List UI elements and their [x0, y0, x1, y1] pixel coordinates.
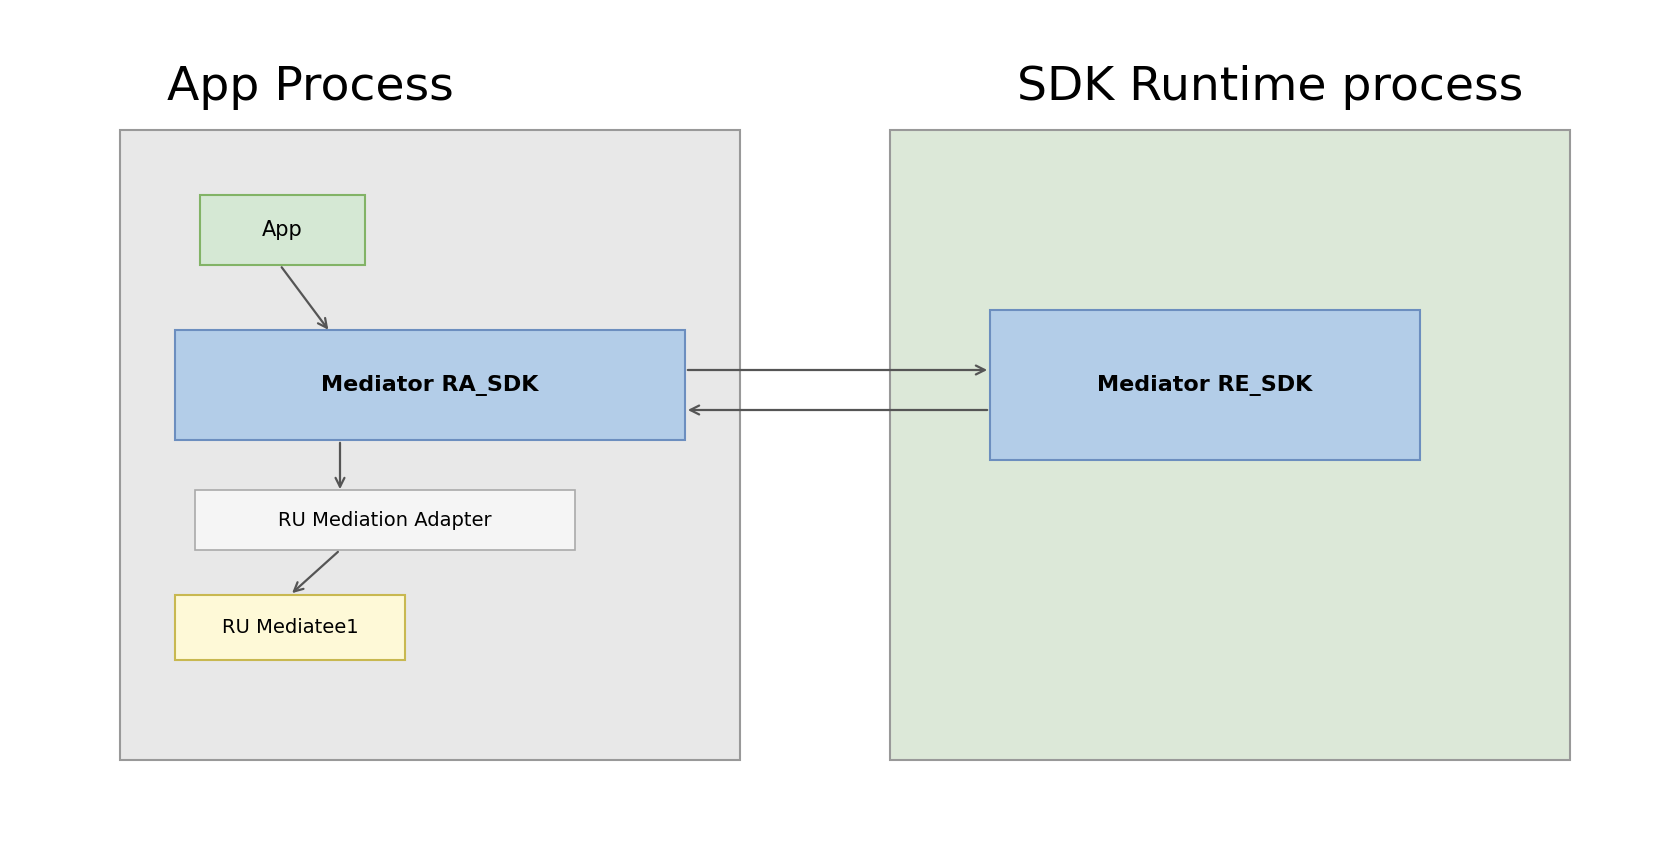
- Text: App: App: [262, 220, 302, 240]
- FancyBboxPatch shape: [890, 130, 1570, 760]
- FancyBboxPatch shape: [194, 490, 574, 550]
- Text: Mediator RE_SDK: Mediator RE_SDK: [1097, 375, 1313, 396]
- FancyBboxPatch shape: [174, 330, 686, 440]
- FancyBboxPatch shape: [120, 130, 740, 760]
- Text: RU Mediatee1: RU Mediatee1: [222, 618, 359, 637]
- Text: SDK Runtime process: SDK Runtime process: [1018, 66, 1524, 111]
- FancyBboxPatch shape: [989, 310, 1419, 460]
- FancyBboxPatch shape: [174, 595, 405, 660]
- FancyBboxPatch shape: [199, 195, 365, 265]
- Text: RU Mediation Adapter: RU Mediation Adapter: [279, 511, 491, 529]
- Text: App Process: App Process: [166, 66, 453, 111]
- Text: Mediator RA_SDK: Mediator RA_SDK: [322, 375, 540, 396]
